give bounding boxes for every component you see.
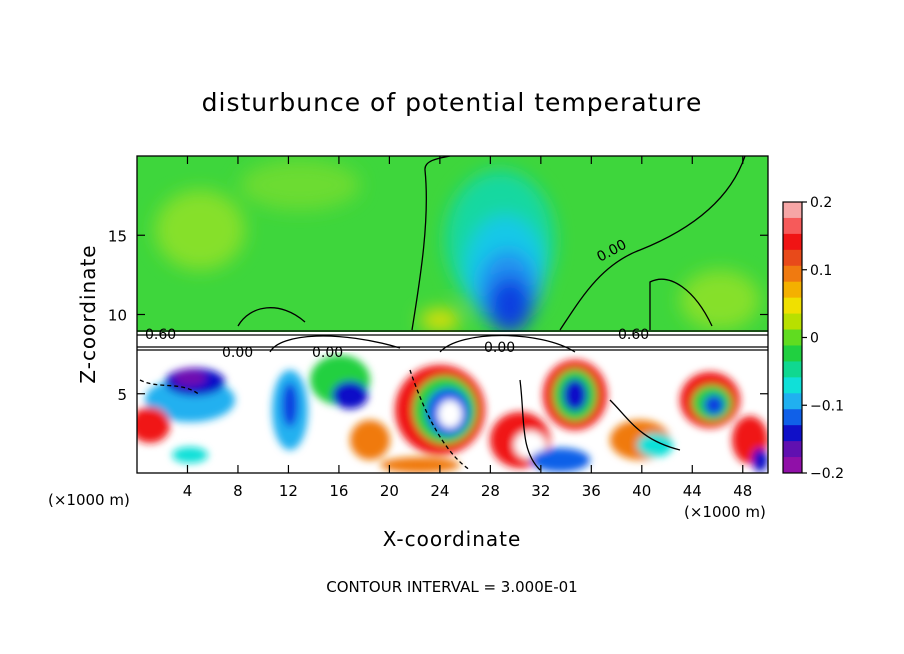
colorbar-segment — [783, 202, 802, 219]
x-axis-label: X-coordinate — [383, 527, 522, 551]
contour-interval-note: CONTOUR INTERVAL = 3.000E-01 — [326, 578, 577, 596]
colorbar-segment — [783, 281, 802, 299]
x-tick-label: 8 — [233, 482, 243, 500]
x-tick-label: 48 — [733, 482, 752, 500]
contour-label: 0.00 — [222, 345, 253, 361]
colorbar-tick-label: 0.1 — [810, 263, 832, 279]
colorbar-segment — [783, 297, 802, 315]
colorbar-segment — [783, 457, 802, 474]
x-unit-label-right: (×1000 m) — [684, 503, 766, 521]
colorbar-segment — [783, 217, 802, 235]
colorbar-ticks: 0.2 0.1 0 −0.1 −0.2 — [802, 195, 844, 482]
colorbar-segment — [783, 265, 802, 283]
colorbar-segment — [783, 249, 802, 267]
colorbar-segment — [783, 425, 802, 442]
x-tick-label: 36 — [582, 482, 601, 500]
x-tick-label: 20 — [380, 482, 399, 500]
colorbar-segment — [783, 233, 802, 251]
colorbar-tick-label: −0.1 — [810, 398, 844, 414]
x-tick-label: 44 — [683, 482, 702, 500]
colorbar-segment — [783, 393, 802, 410]
colorbar-segment — [783, 409, 802, 426]
x-tick-label: 16 — [329, 482, 348, 500]
colorbar-segment — [783, 345, 802, 362]
contour-label: 0.60 — [618, 327, 649, 343]
x-tick-label: 40 — [632, 482, 651, 500]
colorbar-tick-label: 0 — [810, 331, 819, 347]
x-tick-label: 4 — [183, 482, 193, 500]
colorbar — [782, 201, 803, 474]
y-axis-label: Z-coordinate — [76, 244, 100, 383]
colorbar-segment — [783, 441, 802, 458]
colorbar-tick-label: −0.2 — [810, 466, 844, 482]
y-axis-ticks: 5 10 15 — [108, 227, 768, 404]
colorbar-segment — [783, 377, 802, 394]
y-tick-label: 5 — [117, 386, 127, 404]
heatmap-field — [137, 156, 768, 473]
x-axis-ticks: 4 8 12 16 20 24 28 32 36 40 44 48 — [183, 156, 752, 500]
chart-title: disturbunce of potential temperature — [202, 88, 703, 117]
x-unit-label-left: (×1000 m) — [48, 491, 130, 509]
contour-lines — [137, 156, 768, 471]
contour-label: 0.00 — [312, 345, 343, 361]
contour-label: 0.60 — [145, 327, 176, 343]
y-tick-label: 15 — [108, 227, 127, 245]
x-tick-label: 12 — [279, 482, 298, 500]
x-tick-label: 28 — [481, 482, 500, 500]
colorbar-segment — [783, 361, 802, 378]
contour-label: 0.00 — [484, 340, 515, 356]
colorbar-tick-label: 0.2 — [810, 195, 832, 211]
x-tick-label: 32 — [531, 482, 550, 500]
colorbar-segment — [783, 329, 802, 346]
y-tick-label: 10 — [108, 307, 127, 325]
colorbar-segment — [783, 313, 802, 331]
x-tick-label: 24 — [430, 482, 449, 500]
